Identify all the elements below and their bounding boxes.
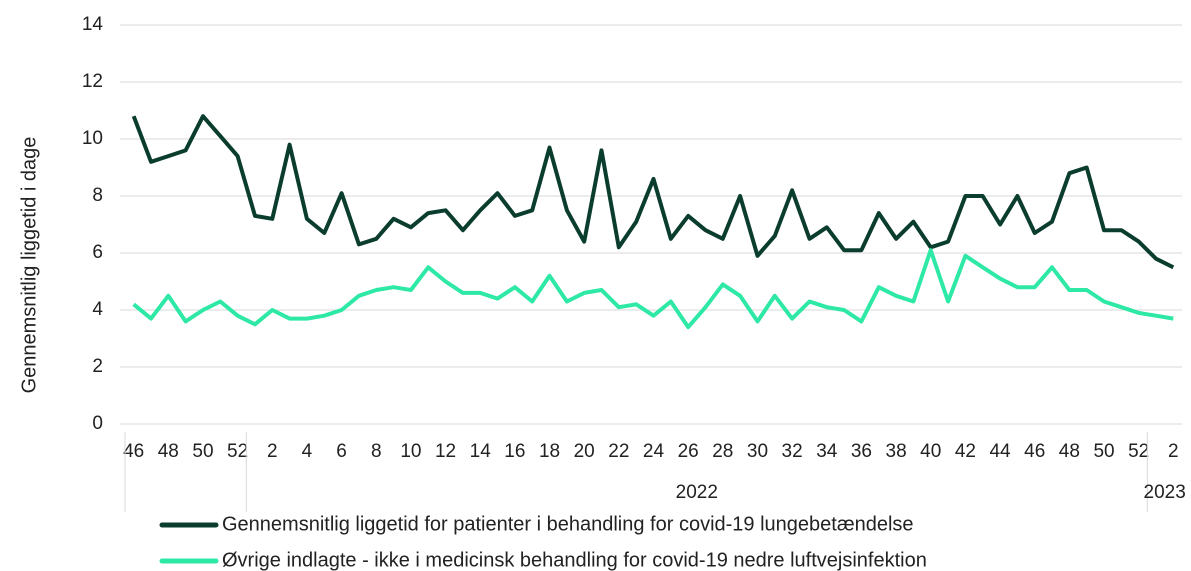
x-tick-label: 26 [678, 441, 699, 462]
x-tick-label: 2 [267, 441, 278, 462]
series-line [132, 248, 1174, 330]
x-tick-label: 4 [302, 441, 313, 462]
y-tick-label: 8 [92, 185, 103, 206]
y-tick-label: 6 [92, 242, 103, 263]
legend-label: Gennemsnitlig liggetid for patienter i b… [222, 513, 914, 535]
series-line [131, 114, 1175, 270]
x-tick-label: 22 [608, 441, 629, 462]
legend-label: Øvrige indlagte - ikke i medicinsk behan… [222, 549, 927, 571]
y-tick-label: 10 [82, 128, 103, 149]
y-tick-label: 12 [82, 71, 103, 92]
x-tick-label: 10 [400, 441, 421, 462]
x-tick-label: 16 [504, 441, 525, 462]
x-tick-label: 20 [574, 441, 595, 462]
x-tick-label: 12 [435, 441, 456, 462]
y-tick-label: 4 [92, 299, 103, 320]
y-tick-label: 14 [82, 14, 104, 35]
x-tick-label: 50 [1093, 441, 1114, 462]
x-tick-label: 24 [643, 441, 665, 462]
x-tick-label: 48 [158, 441, 179, 462]
y-tick-label: 0 [92, 413, 103, 434]
x-group-label: 2022 [676, 482, 718, 503]
y-axis-title: Gennemsnitlig liggetid i dage [18, 137, 40, 394]
x-tick-label: 18 [539, 441, 560, 462]
x-tick-label: 8 [371, 441, 382, 462]
x-tick-label: 46 [1024, 441, 1045, 462]
x-tick-label: 34 [816, 441, 838, 462]
x-group-label: 2023 [1144, 482, 1186, 503]
x-tick-label: 36 [851, 441, 872, 462]
x-tick-label: 30 [747, 441, 768, 462]
x-tick-label: 28 [712, 441, 733, 462]
x-tick-label: 6 [336, 441, 347, 462]
x-tick-label: 50 [192, 441, 213, 462]
x-tick-label: 52 [1128, 441, 1149, 462]
x-tick-label: 46 [123, 441, 144, 462]
x-tick-label: 48 [1059, 441, 1080, 462]
x-tick-label: 32 [782, 441, 803, 462]
x-tick-label: 40 [920, 441, 941, 462]
x-tick-label: 14 [470, 441, 492, 462]
y-tick-label: 2 [92, 356, 103, 377]
x-tick-label: 2 [1168, 441, 1179, 462]
x-tick-label: 52 [227, 441, 248, 462]
x-tick-label: 38 [886, 441, 907, 462]
x-tick-label: 42 [955, 441, 976, 462]
x-tick-label: 44 [989, 441, 1011, 462]
